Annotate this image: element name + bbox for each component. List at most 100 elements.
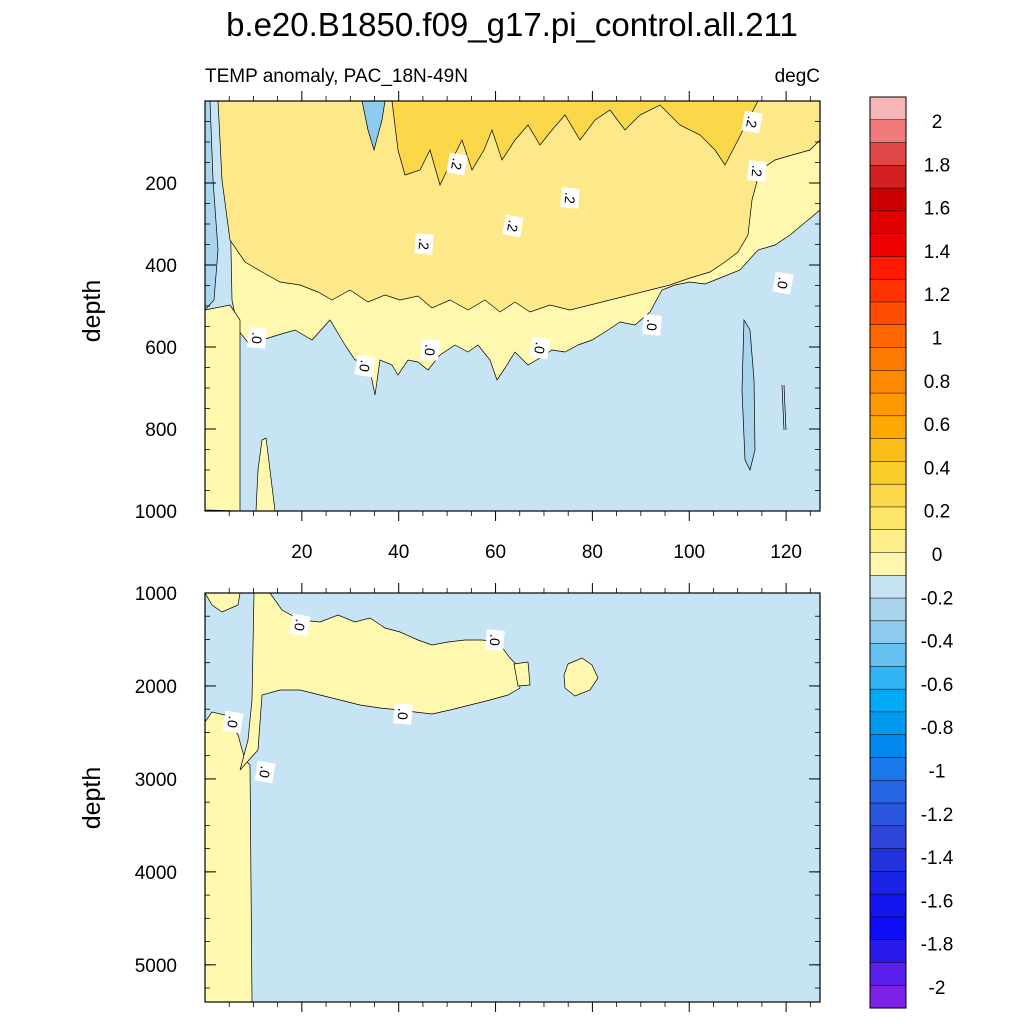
colorbar-swatch: [869, 142, 907, 166]
y-tick-label: 4000: [135, 863, 177, 884]
colorbar-swatch: [869, 848, 907, 872]
contour-label-text: .0: [531, 341, 549, 355]
colorbar-swatch: [869, 757, 907, 781]
colorbar: [869, 96, 907, 1009]
contour-label-text: .2: [504, 219, 522, 233]
contour-label-text: .0: [224, 715, 242, 729]
lower-panel: depth 1000 2000 3000 4000 5000 .0 .0 .0 .0 .0: [78, 583, 821, 1012]
colorbar-label: 0: [932, 545, 943, 566]
contour-label-text: .0: [291, 618, 309, 632]
colorbar-frame: [869, 96, 907, 1009]
colorbar-label: -1: [929, 762, 946, 783]
colorbar-swatch: [869, 984, 907, 1009]
lower-y-ticks: 1000 2000 3000 4000 5000: [135, 584, 820, 989]
contour-label-bg: [772, 271, 794, 295]
colorbar-swatch: [869, 802, 907, 827]
contour-label-bg: [289, 613, 311, 637]
colorbar-swatch: [869, 256, 907, 280]
contour-label-text: .0: [422, 343, 439, 356]
contour-label-bg: [247, 327, 267, 349]
y-tick-label: 1000: [135, 502, 177, 523]
contour-label-text: .2: [416, 237, 433, 250]
colorbar-label: 1.4: [924, 242, 951, 263]
colorbar-swatch: [869, 483, 907, 508]
colorbar-label: 0.4: [924, 458, 951, 479]
lower-ylabel: depth: [78, 767, 106, 830]
colorbar-swatch: [869, 575, 907, 599]
colorbar-swatch: [869, 825, 907, 850]
colorbar-swatch: [869, 301, 907, 326]
upper-region-neg-left: [205, 101, 219, 311]
contour-label-bg: [529, 336, 551, 360]
colorbar-swatch: [869, 210, 907, 235]
colorbar-swatch: [869, 688, 907, 713]
lower-contour-fill: [205, 593, 820, 1002]
colorbar-label: -1.4: [921, 848, 954, 869]
contour-label: .0: [772, 271, 794, 295]
contour-label-text: .0: [774, 276, 792, 290]
upper-panel: depth 200 400 600 800 1000 20 40 60 80 100 120 .2…: [78, 91, 821, 563]
contour-label: .0: [289, 613, 311, 637]
colorbar-swatch: [869, 187, 907, 212]
colorbar-label: -0.2: [921, 588, 954, 609]
colorbar-swatch: [869, 666, 907, 690]
colorbar-swatch: [869, 415, 907, 440]
colorbar-label: -2: [929, 978, 946, 999]
contour-label: .2: [446, 152, 468, 176]
contour-label: .0: [254, 760, 276, 784]
y-tick-label: 2000: [135, 677, 177, 698]
colorbar-swatch: [869, 324, 907, 349]
colorbar-swatch: [869, 529, 907, 554]
contour-label-bg: [446, 152, 468, 176]
colorbar-swatch: [869, 370, 907, 394]
lower-region-small-spur: [513, 661, 531, 687]
chart-subtitle: TEMP anomaly, PAC_18N-49N: [205, 66, 468, 87]
contour-label: .0: [247, 327, 267, 349]
contour-label: .2: [560, 187, 580, 209]
colorbar-label: 2: [932, 112, 943, 133]
lower-region-blob: [563, 657, 599, 697]
contour-label-text: .0: [487, 633, 504, 646]
contour-label-bg: [420, 339, 440, 361]
colorbar-label: 0.2: [924, 502, 950, 523]
upper-region-0.2-to-0.4: [217, 101, 820, 313]
y-tick-label: 800: [145, 420, 177, 441]
contour-label-text: .0: [644, 318, 661, 331]
chart-units: degC: [775, 66, 820, 87]
contour-label: .0: [529, 336, 551, 360]
upper-ylabel: depth: [78, 280, 106, 343]
contour-label-text: .0: [249, 331, 266, 344]
colorbar-label: 0.6: [924, 415, 950, 436]
y-tick-label: 400: [145, 256, 177, 277]
contour-label: .2: [414, 233, 434, 255]
colorbar-label: 1.2: [924, 285, 950, 306]
x-tick-label: 100: [673, 542, 705, 563]
contour-label: .2: [741, 110, 763, 134]
upper-region-0.4-to-0.6: [391, 101, 759, 186]
contour-label-bg: [560, 187, 580, 209]
contour-label-bg: [485, 629, 505, 651]
colorbar-swatch: [869, 871, 907, 895]
contour-label-bg: [502, 214, 524, 238]
y-tick-label: 3000: [135, 770, 177, 791]
contour-label: .0: [354, 354, 376, 378]
colorbar-swatch: [869, 233, 907, 257]
y-tick-label: 600: [145, 338, 177, 359]
colorbar-swatch: [869, 597, 907, 622]
colorbar-label: 0.8: [924, 372, 950, 393]
contour-label-bg: [393, 703, 413, 725]
contour-label: .2: [502, 214, 524, 238]
contour-label-bg: [222, 710, 244, 734]
upper-contour-labels: .2 .2 .2 .2 .2 .2 .0 .0 .0 .0 .0 .0: [247, 110, 794, 378]
upper-contour-fill: [205, 101, 820, 511]
colorbar-swatch: [869, 506, 907, 531]
colorbar-swatch: [869, 939, 907, 963]
contour-label-bg: [254, 760, 276, 784]
contour-label: .0: [420, 339, 440, 361]
contour-label-bg: [741, 110, 763, 134]
upper-x-ticks: 20 40 60 80 100 120: [228, 91, 811, 563]
lower-contour-labels: .0 .0 .0 .0 .0: [222, 613, 505, 784]
contour-label-text: .0: [256, 765, 274, 779]
colorbar-label: 1.6: [924, 199, 950, 220]
